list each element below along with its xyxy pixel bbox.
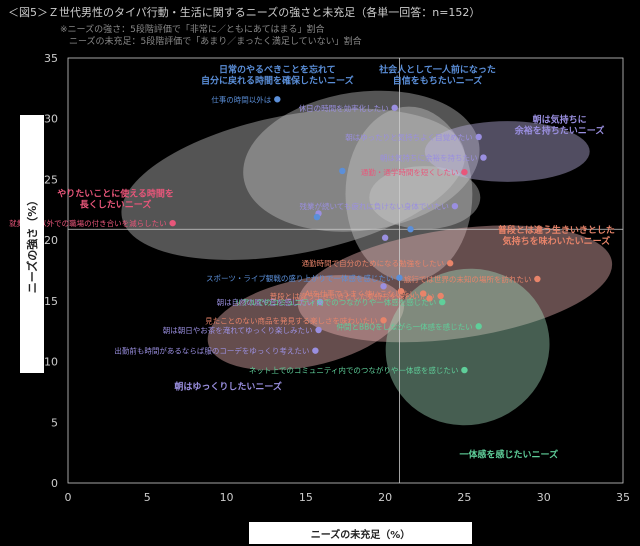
y-tick-label: 35 [44, 52, 58, 65]
x-axis-label: ニーズの未充足（%） [249, 522, 472, 544]
group-label-line: 一体感を感じたいニーズ [460, 449, 559, 461]
data-point-label-2: 朝はゆったりと気持ちよく目覚めたい [345, 132, 473, 142]
y-tick-label: 0 [51, 477, 58, 490]
group-label-line: 日常のやるべきことを忘れて [219, 64, 336, 76]
group-label-6: 一体感を感じたいニーズ [460, 449, 559, 461]
data-point-label-1: 休日の時間を効率化したい [299, 103, 389, 113]
y-tick-label: 10 [44, 356, 58, 369]
x-tick-label: 30 [537, 491, 551, 504]
group-label-line: 社会人として一人前になった [378, 64, 496, 76]
data-point-25 [476, 323, 482, 329]
group-label-line: 気持ちを味わいたいニーズ [503, 235, 611, 247]
data-point-18 [534, 276, 540, 282]
data-point-5 [452, 203, 458, 209]
group-label-0: 日常のやるべきことを忘れて自分に戻れる時間を確保したいニーズ [201, 64, 354, 87]
data-point-17 [437, 293, 443, 299]
data-point-7 [339, 168, 345, 174]
data-point-label-26: ネット上でのコミュニティ内でのつながりや一体感を感じたい [249, 365, 459, 375]
data-point-26 [461, 367, 467, 373]
group-label-line: 長くしたいニーズ [80, 198, 152, 210]
data-point-0 [274, 96, 280, 102]
data-point-19 [447, 260, 453, 266]
group-label-line: 自信をもちたいニーズ [393, 75, 483, 87]
group-label-5: 朝はゆっくりしたいニーズ [174, 381, 282, 393]
group-label-line: 朝はゆっくりしたいニーズ [174, 381, 282, 393]
x-tick-label: 10 [220, 491, 234, 504]
data-point-label-5: 残業が続いても疲れに負けない身体でいたい [300, 201, 449, 211]
x-tick-label: 20 [378, 491, 392, 504]
data-point-label-24: リアルでのコミュニティ内でのつながりや一体感を感じたい [234, 297, 436, 307]
data-point-1 [391, 105, 397, 111]
data-point-3 [480, 154, 486, 160]
group-label-line: 余裕を持ちたいニーズ [514, 124, 605, 136]
data-point-label-25: 仲間とBBQをしながら一体感を感じたい [336, 321, 472, 331]
y-tick-label: 5 [51, 416, 58, 429]
data-point-label-19: 通勤時間で自分のためになる勉強をしたい [302, 258, 445, 268]
data-point-11 [407, 226, 413, 232]
y-tick-label: 30 [44, 113, 58, 126]
data-point-24 [439, 299, 445, 305]
group-label-line: 普段とは違う生きいきとした [498, 224, 615, 236]
group-label-line: やりたいことに使える時間を [57, 187, 174, 199]
group-label-1: 社会人として一人前になった自信をもちたいニーズ [378, 64, 496, 87]
data-point-label-22: 出勤前も時間があるならば服のコーデをゆっくり考えたい [114, 346, 309, 356]
y-tick-label: 20 [44, 234, 58, 247]
data-point-6 [169, 220, 175, 226]
x-tick-label: 35 [616, 491, 630, 504]
data-point-10 [382, 235, 388, 241]
y-tick-label: 15 [44, 295, 58, 308]
y-axis-label: ニーズの強さ（%） [24, 195, 40, 293]
data-point-12 [396, 275, 402, 281]
x-tick-label: 15 [299, 491, 313, 504]
data-point-21 [315, 327, 321, 333]
group-label-line: 朝は気持ちに [533, 113, 587, 125]
data-point-label-0: 仕事の時間以外は [211, 94, 271, 104]
y-tick-label: 25 [44, 173, 58, 186]
data-point-label-18: 旅行では世界の未知の場所を訪れたい [404, 274, 532, 284]
data-point-9 [314, 214, 320, 220]
data-point-4 [461, 169, 467, 175]
data-point-label-3: 朝は気持ちに余裕を持ちたい [380, 153, 478, 163]
group-label-4: 普段とは違う生きいきとした気持ちを味わいたいニーズ [498, 224, 615, 247]
data-point-13 [380, 283, 386, 289]
x-tick-label: 5 [144, 491, 151, 504]
data-point-label-12: スポーツ・ライブ観戦の盛り上がりで一体感を感じたい [206, 273, 393, 283]
data-point-label-4: 通勤・通学時間を短くしたい [361, 167, 459, 177]
data-point-22 [312, 347, 318, 353]
x-tick-label: 25 [457, 491, 471, 504]
data-point-label-21: 朝は朝日やお茶を淹れてゆっくり楽しみたい [163, 325, 313, 335]
group-label-line: 自分に戻れる時間を確保したいニーズ [201, 75, 354, 87]
data-point-2 [476, 134, 482, 140]
x-tick-label: 0 [65, 491, 72, 504]
